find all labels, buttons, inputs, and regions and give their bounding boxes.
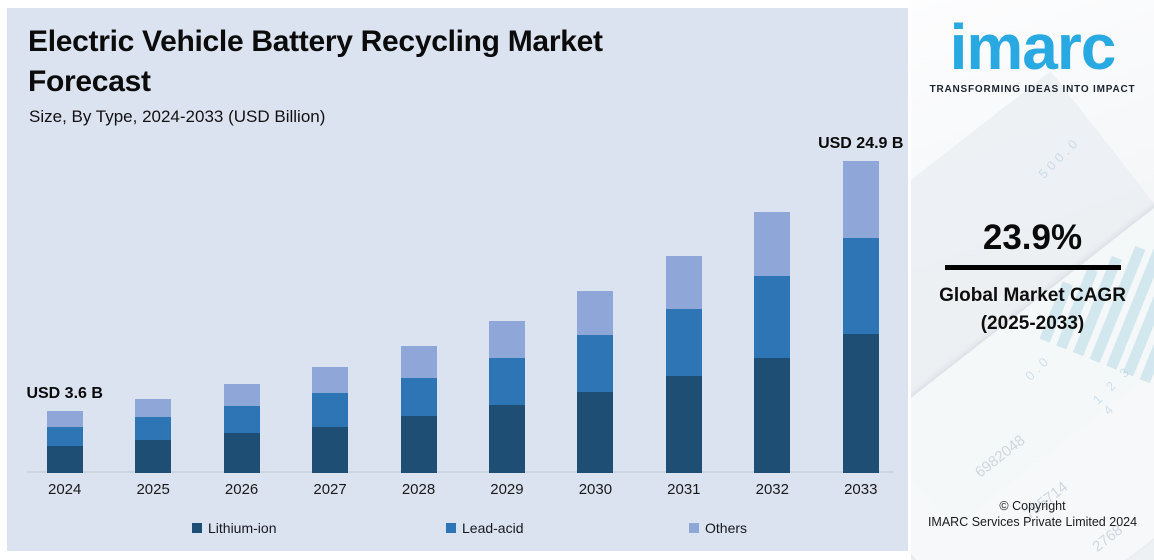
bar-segment-others-2029 bbox=[488, 320, 525, 358]
bar-segment-others-2024 bbox=[46, 411, 83, 427]
copyright-line2: IMARC Services Private Limited 2024 bbox=[927, 515, 1138, 529]
x-axis-line bbox=[27, 471, 894, 473]
chart-legend: Lithium-ion Lead-acid Others bbox=[7, 520, 908, 544]
bar-segment-lithium-ion-2032 bbox=[754, 357, 791, 473]
bar-segment-lithium-ion-2028 bbox=[400, 416, 437, 473]
copyright-line1: © Copyright bbox=[999, 499, 1066, 513]
bar-column-2025 bbox=[135, 398, 172, 473]
bar-value-label-2024: USD 3.6 B bbox=[26, 385, 103, 403]
x-axis-label-2025: 2025 bbox=[136, 481, 170, 498]
x-axis-label-2026: 2026 bbox=[224, 481, 259, 498]
legend-label-lead-acid: Lead-acid bbox=[462, 520, 524, 536]
x-axis-label-2024: 2024 bbox=[48, 481, 82, 498]
bar-segment-lead-acid-2026 bbox=[223, 406, 260, 434]
x-axis-label-2033: 2033 bbox=[844, 481, 878, 498]
x-axis-label-2027: 2027 bbox=[313, 481, 347, 498]
chart-title-line1: Electric Vehicle Battery Recycling Marke… bbox=[28, 25, 603, 58]
bar-segment-lithium-ion-2024 bbox=[46, 445, 83, 473]
bar-column-2027 bbox=[312, 366, 349, 473]
legend-swatch-lithium-ion bbox=[192, 523, 202, 533]
bar-segment-lithium-ion-2030 bbox=[577, 392, 614, 473]
chart-title-line2: Forecast bbox=[28, 65, 151, 98]
chart-subtitle: Size, By Type, 2024-2033 (USD Billion) bbox=[29, 107, 326, 126]
bar-segment-others-2032 bbox=[754, 212, 791, 276]
legend-item-lead-acid: Lead-acid bbox=[446, 520, 524, 536]
bar-segment-others-2027 bbox=[312, 366, 349, 393]
bar-segment-others-2028 bbox=[400, 346, 437, 378]
cagr-label-line2: (2025-2033) bbox=[980, 313, 1085, 334]
bar-column-2031 bbox=[665, 255, 702, 473]
bar-column-2026 bbox=[223, 383, 260, 473]
imarc-logo-text: imarc bbox=[949, 11, 1117, 83]
legend-item-lithium-ion: Lithium-ion bbox=[192, 520, 276, 536]
bar-column-2030 bbox=[577, 290, 614, 473]
bar-column-2028 bbox=[400, 346, 437, 473]
cagr-underline bbox=[944, 265, 1121, 270]
legend-item-others: Others bbox=[689, 520, 747, 536]
cagr-value: 23.9% bbox=[982, 218, 1083, 257]
chart-title: Electric Vehicle Battery Recycling Marke… bbox=[28, 22, 603, 102]
bar-segment-lead-acid-2032 bbox=[754, 275, 791, 358]
brand-panel: 500.0 0.0 1 2 3 4 6982048 785714 2768 im… bbox=[911, 0, 1154, 560]
bar-column-2033 bbox=[842, 161, 879, 473]
bar-segment-lithium-ion-2031 bbox=[665, 376, 702, 473]
bar-segment-lead-acid-2031 bbox=[665, 309, 702, 377]
bar-column-2032 bbox=[754, 212, 791, 473]
bar-segment-lead-acid-2027 bbox=[312, 392, 349, 427]
bar-segment-lithium-ion-2026 bbox=[223, 433, 260, 473]
bar-segment-lithium-ion-2033 bbox=[842, 334, 879, 473]
x-axis-label-2028: 2028 bbox=[401, 481, 436, 498]
bar-segment-lead-acid-2033 bbox=[842, 237, 879, 335]
bar-segment-others-2031 bbox=[665, 255, 702, 310]
x-axis-label-2029: 2029 bbox=[490, 481, 524, 498]
chart-panel: Electric Vehicle Battery Recycling Marke… bbox=[7, 8, 908, 551]
bar-segment-others-2033 bbox=[842, 161, 879, 238]
x-axis-label-2032: 2032 bbox=[755, 481, 789, 498]
copyright: © Copyright IMARC Services Private Limit… bbox=[911, 498, 1154, 530]
bar-segment-others-2025 bbox=[135, 398, 172, 417]
x-axis-label-2030: 2030 bbox=[578, 481, 613, 498]
cagr-label-line1: Global Market CAGR bbox=[939, 285, 1126, 306]
bar-chart-plot: USD 3.6 B USD 24.9 B bbox=[7, 8, 908, 473]
imarc-logo-tagline: TRANSFORMING IDEAS INTO IMPACT bbox=[929, 84, 1136, 95]
bar-segment-lead-acid-2029 bbox=[488, 357, 525, 406]
bar-segment-lead-acid-2028 bbox=[400, 377, 437, 417]
bar-value-label-2033: USD 24.9 B bbox=[818, 135, 904, 153]
imarc-logo: imarc TRANSFORMING IDEAS INTO IMPACT bbox=[911, 10, 1154, 95]
bar-segment-lithium-ion-2027 bbox=[312, 426, 349, 473]
cagr-block: 23.9% Global Market CAGR (2025-2033) bbox=[911, 218, 1154, 338]
bar-column-2024 bbox=[46, 411, 83, 473]
legend-label-others: Others bbox=[705, 520, 748, 536]
bar-column-2029 bbox=[488, 320, 525, 473]
bar-segment-lead-acid-2024 bbox=[46, 426, 83, 446]
bar-segment-lithium-ion-2029 bbox=[488, 405, 525, 473]
bar-segment-others-2026 bbox=[223, 383, 260, 407]
legend-swatch-lead-acid bbox=[446, 523, 456, 533]
bar-segment-lead-acid-2030 bbox=[577, 335, 614, 393]
bar-segment-lithium-ion-2025 bbox=[135, 439, 172, 473]
bar-segment-others-2030 bbox=[577, 290, 614, 336]
legend-label-lithium-ion: Lithium-ion bbox=[208, 520, 277, 536]
x-axis-label-2031: 2031 bbox=[667, 481, 701, 498]
bar-segment-lead-acid-2025 bbox=[135, 416, 172, 440]
legend-swatch-others bbox=[689, 523, 699, 533]
